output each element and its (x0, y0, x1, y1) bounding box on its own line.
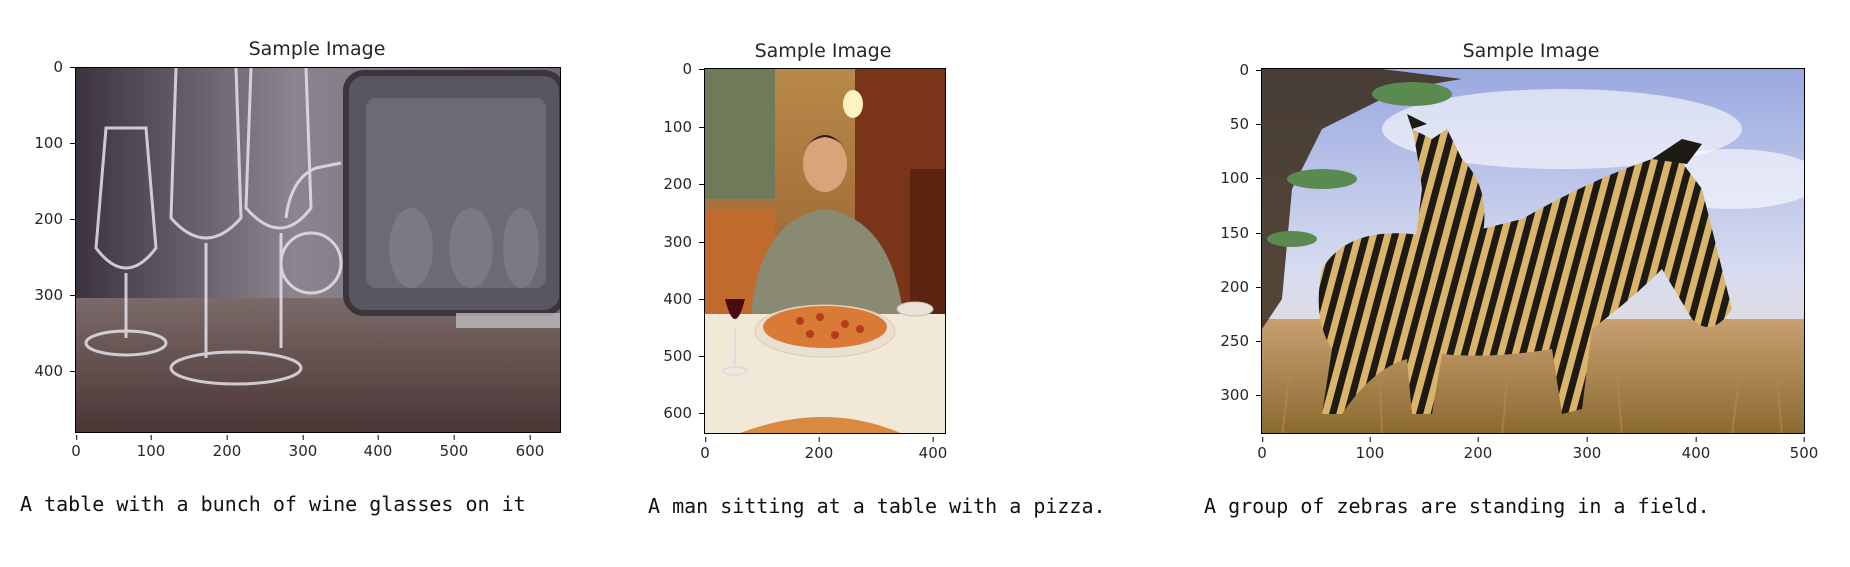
figure-1-image (75, 67, 561, 433)
figure-1-xtick: 400 (363, 435, 393, 460)
zebras-photo (1262, 69, 1804, 433)
figure-1-ytick: 0 (13, 58, 75, 76)
figure-2-xtick: 200 (804, 437, 834, 462)
figure-3-ytick: 150 (1199, 224, 1261, 242)
figure-1-xtick: 200 (212, 435, 242, 460)
figure-2-ytick: 600 (642, 404, 704, 422)
figure-3-xtick: 400 (1681, 437, 1711, 462)
man-pizza-photo (705, 69, 945, 433)
figure-3-xtick: 100 (1355, 437, 1385, 462)
figure-1-xtick: 0 (71, 435, 81, 460)
figure-3-xtick: 300 (1572, 437, 1602, 462)
figure-2-ytick: 0 (642, 60, 704, 78)
figure-2-image (704, 68, 946, 434)
figure-1-title: Sample Image (248, 38, 386, 60)
figure-2-ytick: 200 (642, 175, 704, 193)
figure-3-xtick: 0 (1257, 437, 1267, 462)
figure-1-ytick: 300 (13, 286, 75, 304)
figure-2-title: Sample Image (754, 40, 892, 62)
figure-1-ytick: 400 (13, 362, 75, 380)
figure-1-caption: A table with a bunch of wine glasses on … (20, 492, 526, 516)
figure-1-xtick: 300 (288, 435, 318, 460)
figure-3-title: Sample Image (1462, 40, 1600, 62)
figure-3-image (1261, 68, 1805, 434)
figure-1-xtick: 500 (439, 435, 469, 460)
figure-2-ytick: 300 (642, 233, 704, 251)
figure-3-ytick: 0 (1199, 61, 1261, 79)
figure-2-xtick: 0 (700, 437, 710, 462)
figure-1-xtick: 600 (515, 435, 545, 460)
figure-2-ytick: 100 (642, 118, 704, 136)
figure-3-ytick: 250 (1199, 332, 1261, 350)
figure-2-ytick: 500 (642, 347, 704, 365)
figure-3-xtick: 500 (1789, 437, 1819, 462)
figure-3-xtick: 200 (1463, 437, 1493, 462)
figure-1-xtick: 100 (136, 435, 166, 460)
figure-2-ytick: 400 (642, 290, 704, 308)
figure-2-caption: A man sitting at a table with a pizza. (648, 494, 1106, 518)
figure-3-ytick: 100 (1199, 169, 1261, 187)
figure-3-ytick: 200 (1199, 278, 1261, 296)
figure-1-ytick: 200 (13, 210, 75, 228)
figure-1-ytick: 100 (13, 134, 75, 152)
figure-3-ytick: 300 (1199, 386, 1261, 404)
figure-3-caption: A group of zebras are standing in a fiel… (1204, 494, 1710, 518)
figure-3-ytick: 50 (1199, 115, 1261, 133)
figure-2-xtick: 400 (918, 437, 948, 462)
wine-glasses-photo (76, 68, 560, 432)
